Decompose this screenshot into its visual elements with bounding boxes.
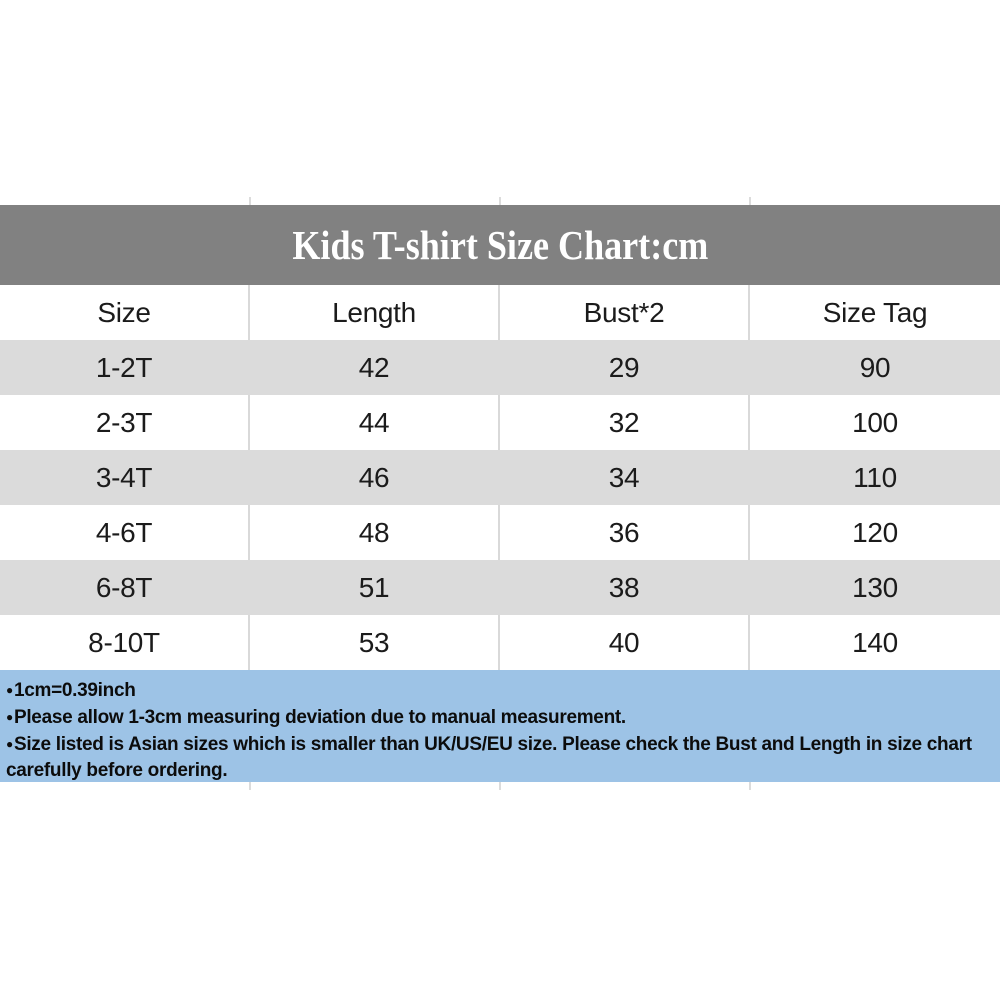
table-cell-bust: 34 [500,450,750,505]
chart-title-bar: Kids T-shirt Size Chart:cm [0,205,1000,285]
column-divider-tick [249,197,251,205]
table-cell-size: 2-3T [0,395,250,450]
note-text: Size listed is Asian sizes which is smal… [6,734,972,781]
table-cell-size-tag: 140 [852,626,898,658]
table-cell-length: 53 [250,615,500,670]
table-row: 3-4T 46 34 110 [0,450,1000,505]
column-ticks-bottom [0,782,1000,790]
note-text: Please allow 1-3cm measuring deviation d… [13,707,626,728]
column-divider-tick [499,197,501,205]
column-ticks-top [0,197,1000,205]
note-conversion: ●1cm=0.39inch [6,677,992,704]
table-cell-size: 6-8T [0,560,250,615]
column-divider-tick [249,782,251,790]
table-cell-size-tag: 90 [859,351,891,383]
table-cell-size-tag: 130 [852,571,898,603]
table-cell-size-tag: 120 [852,516,898,548]
table-cell-size-tag: 100 [852,406,898,438]
table-cell-length: 44 [250,395,500,450]
table-cell-length: 46 [250,450,500,505]
table-cell-bust: 40 [500,615,750,670]
header-cell-length: Length [250,285,500,340]
header-cell-bust: Bust*2 [500,285,750,340]
bullet-icon: ● [6,737,13,751]
note-deviation: ●Please allow 1-3cm measuring deviation … [6,704,992,731]
table-cell-bust: 36 [500,505,750,560]
chart-title: Kids T-shirt Size Chart:cm [292,222,708,268]
table-cell-size-tag: 110 [853,461,897,493]
table-cell-length: 48 [250,505,500,560]
table-cell-bust: 38 [500,560,750,615]
table-cell-length: 42 [250,340,500,395]
table-cell-size: 4-6T [0,505,250,560]
size-table: Size Length Bust*2 Size Tag 1-2T 42 29 9… [0,285,1000,670]
note-text: 1cm=0.39inch [13,680,136,701]
notes-panel: ●1cm=0.39inch ●Please allow 1-3cm measur… [0,670,1000,782]
table-cell-size: 1-2T [0,340,250,395]
table-row: 4-6T 48 36 120 [0,505,1000,560]
table-cell-length: 51 [250,560,500,615]
note-asian-size: ●Size listed is Asian sizes which is sma… [6,731,992,784]
table-cell-bust: 32 [500,395,750,450]
bullet-icon: ● [6,710,13,724]
header-cell-size-tag: Size Tag [822,296,928,328]
table-row: 2-3T 44 32 100 [0,395,1000,450]
header-cell-size: Size [0,285,250,340]
column-divider-tick [749,782,751,790]
table-row: 1-2T 42 29 90 [0,340,1000,395]
column-divider-tick [749,197,751,205]
table-header-row: Size Length Bust*2 Size Tag [0,285,1000,340]
top-whitespace [0,0,1000,197]
table-cell-bust: 29 [500,340,750,395]
table-row: 8-10T 53 40 140 [0,615,1000,670]
table-row: 6-8T 51 38 130 [0,560,1000,615]
bullet-icon: ● [6,683,13,697]
column-divider-tick [499,782,501,790]
table-cell-size: 8-10T [0,615,250,670]
table-cell-size: 3-4T [0,450,250,505]
